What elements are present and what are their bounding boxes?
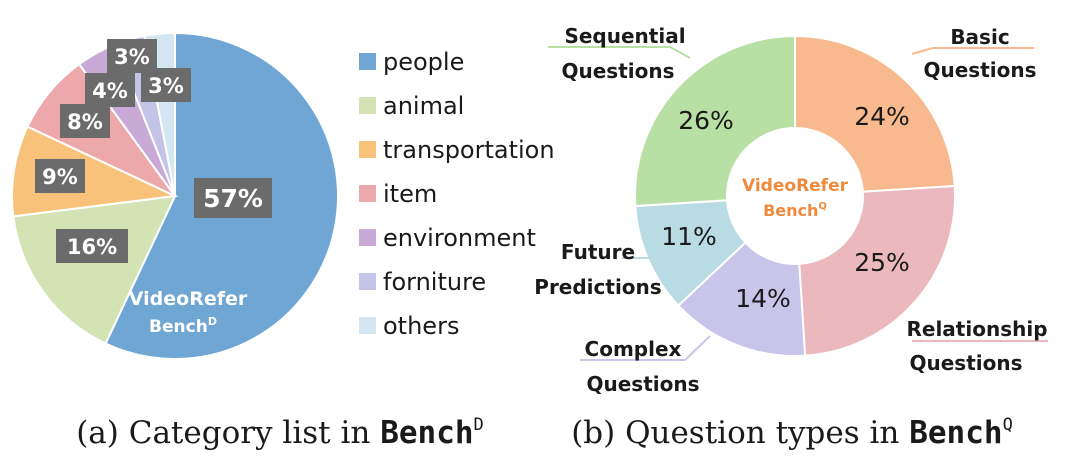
caption-a: (a) Category list in BenchD (76, 415, 484, 451)
donut-slice-5 (634, 34, 796, 208)
slice-label-box (35, 159, 85, 193)
callout-line (911, 47, 1034, 55)
slice-label-box (56, 229, 128, 263)
donut-center-line2: BenchQ (763, 201, 827, 220)
donut-slice-3 (676, 241, 807, 357)
legend-label-others: others (383, 312, 459, 340)
center-label-line2: BenchD (149, 315, 217, 337)
slice-value-label: 8% (67, 110, 103, 134)
category-label: Questions (909, 351, 1022, 375)
category-label: Sequential (564, 24, 685, 48)
donut-value-label: 11% (661, 222, 717, 251)
pie-slice-transportation (11, 125, 179, 218)
slice-value-label: 3% (148, 74, 184, 98)
category-label: Questions (923, 58, 1036, 82)
donut-slice-1 (794, 34, 956, 193)
slice-label-box (107, 39, 157, 73)
donut-value-label: 14% (735, 284, 791, 313)
category-pie-chart: 57% 16% 9% 8% 4% 3% 3% VideoRefer BenchD (11, 31, 339, 360)
legend-swatch-environment (359, 229, 376, 246)
caption-b: (b) Question types in BenchQ (571, 415, 1013, 451)
callout-line (580, 335, 711, 361)
legend-swatch-animal (359, 97, 376, 114)
donut-value-label: 26% (678, 106, 734, 135)
pie-slice-animal (12, 194, 177, 345)
legend-label-animal: animal (383, 92, 464, 120)
legend-swatch-people (359, 53, 376, 70)
legend-swatch-others (359, 317, 376, 334)
legend-swatch-item (359, 185, 376, 202)
legend-swatch-transportation (359, 141, 376, 158)
slice-value-label: 57% (203, 184, 263, 213)
legend-swatch-forniture (359, 273, 376, 290)
category-legend: people animal transportation item environmen… (359, 48, 555, 340)
donut-value-label: 24% (854, 102, 910, 131)
slice-value-label: 4% (92, 79, 128, 103)
category-label: Questions (586, 372, 699, 396)
category-label: Complex (585, 337, 682, 361)
legend-label-people: people (383, 48, 464, 76)
category-label: Future (561, 240, 635, 264)
legend-label-transportation: transportation (383, 136, 555, 164)
slice-value-label: 9% (42, 165, 78, 189)
donut-slice-2 (798, 184, 956, 357)
legend-label-item: item (383, 180, 437, 208)
donut-value-label: 25% (854, 248, 910, 277)
donut-center-line1: VideoRefer (742, 176, 849, 196)
category-label: Basic (950, 25, 1009, 49)
slice-label-box (60, 104, 110, 138)
center-label-line1: VideoRefer (129, 288, 248, 310)
category-label: Relationship (906, 317, 1047, 341)
slice-label-box (141, 68, 191, 102)
question-type-donut-chart: 24% 25% 14% 11% 26% Basic Questions Relationshi… (534, 24, 1048, 396)
legend-label-environment: environment (383, 224, 536, 252)
slice-label-box (194, 178, 272, 218)
slice-value-label: 3% (114, 45, 150, 69)
legend-label-forniture: forniture (383, 268, 486, 296)
category-label: Predictions (534, 275, 661, 299)
category-label: Questions (561, 59, 674, 83)
callout-line (548, 46, 691, 59)
slice-value-label: 16% (67, 235, 117, 259)
slice-label-box (85, 73, 135, 107)
